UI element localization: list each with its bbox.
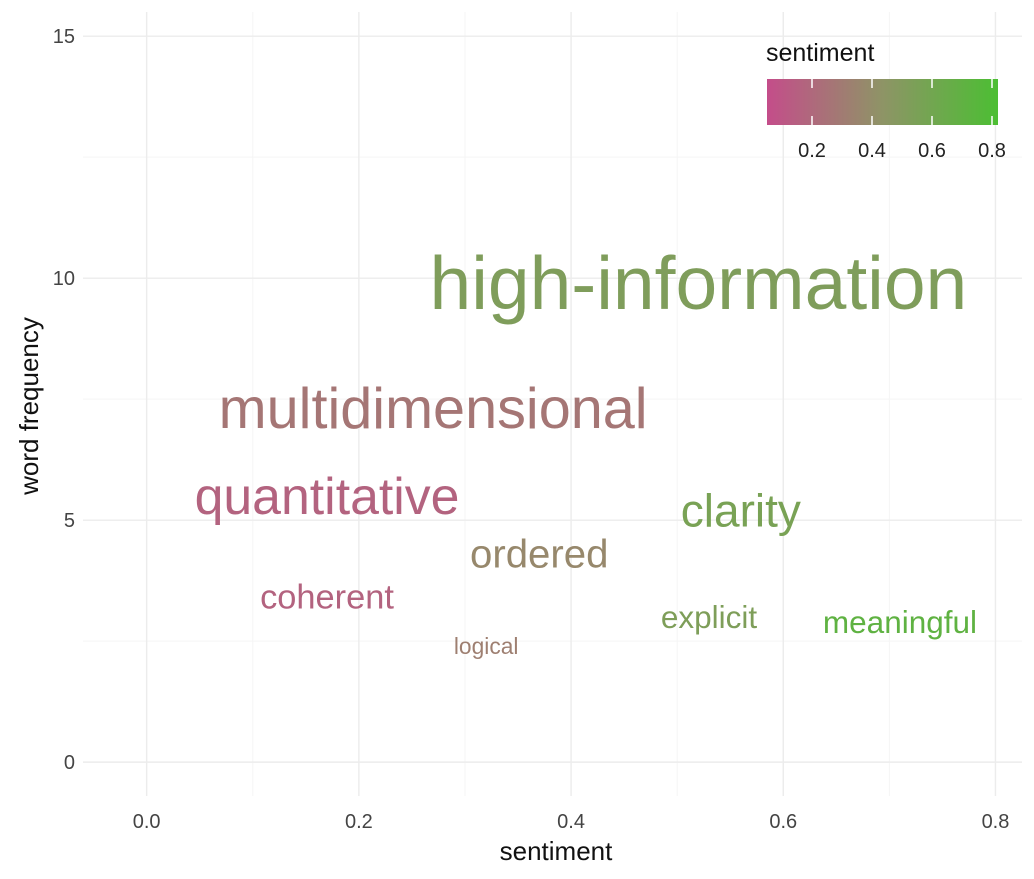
y-tick-label: 15 <box>53 26 75 48</box>
y-axis-title: word frequency <box>14 317 44 496</box>
legend-title: sentiment <box>766 39 874 67</box>
word-label: multidimensional <box>219 377 648 441</box>
legend-tick-label: 0.8 <box>978 140 1006 162</box>
x-tick-label: 0.2 <box>345 811 373 833</box>
x-axis-ticks: 0.0 0.2 0.4 0.6 0.8 <box>133 811 1010 833</box>
x-tick-label: 0.8 <box>982 811 1010 833</box>
word-label: ordered <box>470 532 609 577</box>
word-label: logical <box>454 633 519 659</box>
color-legend: sentiment 0.2 0.4 0.6 0.8 <box>766 39 1006 162</box>
word-label: high-information <box>429 241 967 325</box>
x-axis-title: sentiment <box>500 836 613 866</box>
legend-colorbar <box>767 79 998 125</box>
word-label: meaningful <box>823 604 977 640</box>
y-tick-label: 10 <box>53 268 75 290</box>
word-label: clarity <box>681 484 801 536</box>
x-tick-label: 0.0 <box>133 811 161 833</box>
legend-tick-label: 0.4 <box>858 140 886 162</box>
word-label: coherent <box>260 579 394 617</box>
x-tick-label: 0.6 <box>769 811 797 833</box>
y-tick-label: 0 <box>64 752 75 774</box>
word-label: quantitative <box>195 467 460 525</box>
word-label: explicit <box>661 599 758 635</box>
y-axis-ticks: 0 5 10 15 <box>53 26 75 774</box>
word-points: high-information multidimensional quantita… <box>195 241 977 659</box>
legend-tick-label: 0.6 <box>918 140 946 162</box>
x-tick-label: 0.4 <box>557 811 585 833</box>
y-tick-label: 5 <box>64 510 75 532</box>
legend-tick-label: 0.2 <box>798 140 826 162</box>
legend-ticks: 0.2 0.4 0.6 0.8 <box>798 79 1006 162</box>
grid-lines <box>83 12 1022 796</box>
